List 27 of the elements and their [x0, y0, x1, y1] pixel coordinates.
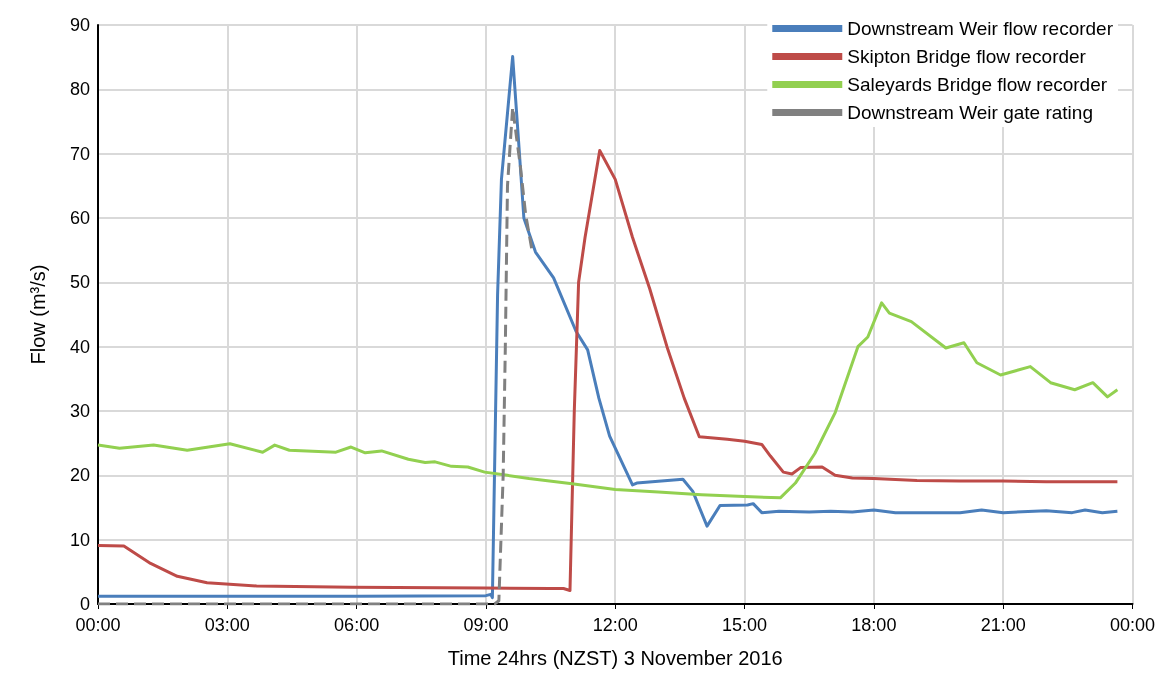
x-tick-label: 12:00	[592, 615, 638, 635]
y-tick-label: 20	[69, 465, 90, 486]
x-tick-label: 18:00	[851, 615, 897, 635]
x-tick-label: 00:00	[1109, 615, 1155, 635]
y-tick-label: 30	[69, 401, 90, 421]
y-tick-label: 90	[69, 15, 90, 35]
line-series	[96, 301, 1119, 500]
legend-label: Saleyards Bridge flow recorder	[847, 74, 1108, 95]
x-tick-label: 09:00	[463, 615, 509, 635]
legend-label: Downstream Weir flow recorder	[847, 18, 1114, 39]
y-axis-title: Flow (m³/s)	[27, 264, 49, 365]
x-tick-label: 00:00	[75, 615, 121, 635]
y-tick-label: 60	[69, 208, 90, 228]
y-tick-label: 80	[69, 79, 90, 100]
y-tick-label: 0	[79, 594, 90, 614]
y-tick-label: 70	[69, 143, 90, 164]
line-series	[96, 148, 1119, 592]
legend-label: Skipton Bridge flow recorder	[847, 46, 1087, 67]
x-tick-label: 03:00	[204, 615, 250, 635]
x-tick-label: 21:00	[980, 615, 1026, 635]
y-tick-label: 50	[69, 272, 90, 293]
y-tick-label: 10	[69, 529, 90, 550]
y-tick-label: 40	[69, 336, 90, 357]
x-tick-label: 06:00	[334, 615, 380, 635]
legend-label: Downstream Weir gate rating	[847, 102, 1093, 123]
x-axis-title: Time 24hrs (NZST) 3 November 2016	[447, 647, 783, 669]
x-tick-label: 15:00	[722, 615, 768, 635]
